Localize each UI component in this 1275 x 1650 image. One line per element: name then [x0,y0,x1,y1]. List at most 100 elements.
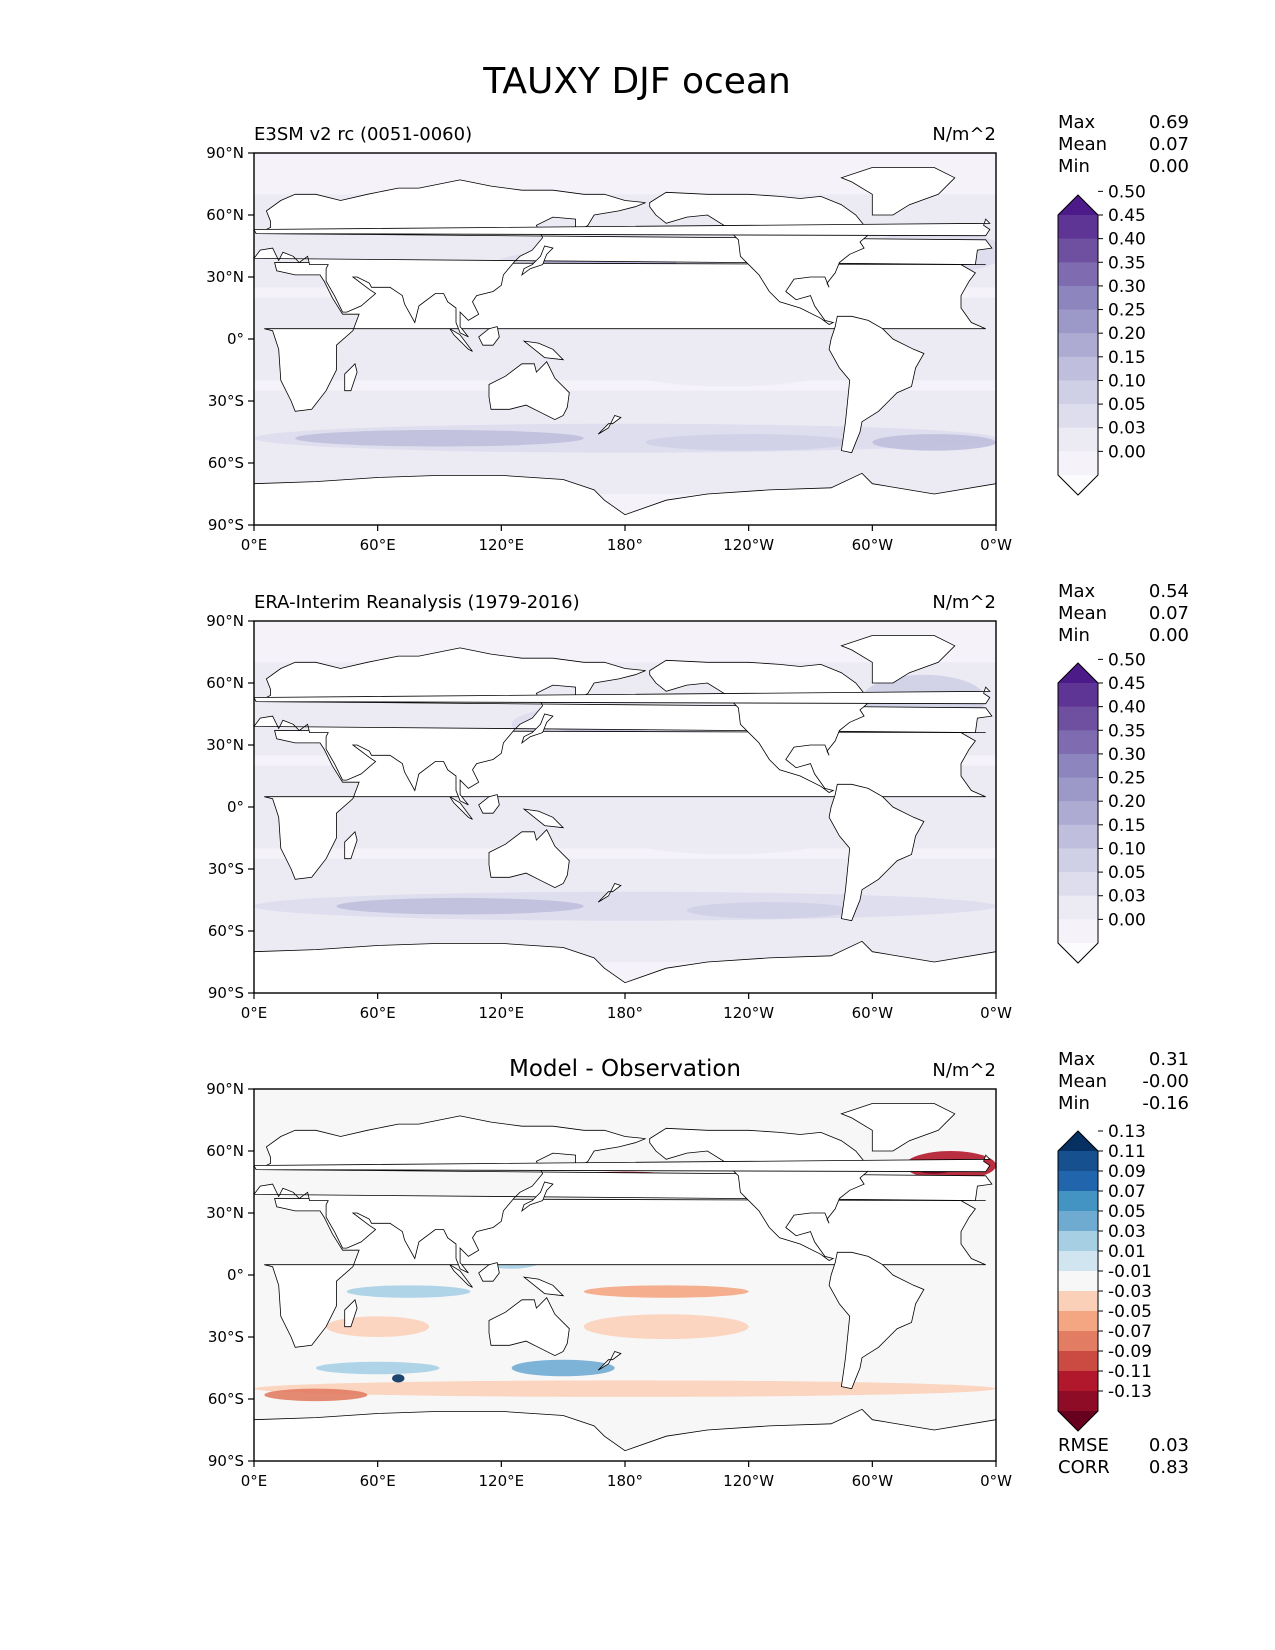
colorbar-label: 0.45 [1108,206,1146,226]
land-outline [1266,341,1275,360]
y-tick-label: 90°S [208,984,244,1002]
land-outline [597,883,622,903]
colorbar-swatch [1058,333,1098,358]
land-outline [597,415,622,435]
colorbar-swatch [1058,1251,1098,1272]
colorbar-swatch [1058,356,1098,382]
colorbar-swatch [1058,427,1098,452]
map-body [254,621,1275,993]
land-outline [344,831,358,860]
map-plot: 0°E 60°E 120°E 180° 120°W 60°W 0°W 90°N 60°N 30°N… [0,1080,1275,1490]
land-outline [0,1116,250,1273]
colorbar-label: 0.15 [1108,348,1146,368]
colorbar-label: 0.20 [1108,324,1146,344]
colorbar-swatch [1058,895,1098,920]
colorbar-swatch [1058,1331,1098,1352]
y-tick-label: 60°S [208,1390,244,1408]
land-outline [522,808,565,829]
colorbar-swatch [1058,919,1098,944]
y-tick-label: 60°S [208,922,244,940]
land-outline [254,179,993,338]
land-outline [840,635,956,684]
y-tick-label: 30°N [206,1204,244,1222]
colorbar-outline [1057,1130,1099,1432]
land-outline [0,180,250,337]
colorbar-label: 0.05 [1108,863,1146,883]
map-body [0,153,1275,525]
land-outline [828,1251,925,1390]
colorbar-swatch [1058,404,1098,429]
stat-label: Min [1058,1093,1090,1114]
stat-value: 0.31 [1149,1049,1189,1070]
land-outline [1231,362,1275,420]
stat-label: Mean [1058,1071,1107,1092]
field-contour [583,1285,749,1298]
colorbar-swatch [1058,824,1098,850]
land-outline [87,1252,182,1388]
land-outline [344,363,358,392]
colorbar-swatch [1058,1271,1098,1292]
colorbar: 0.00 0.03 0.05 0.10 0.15 0.20 0.25 0.30 0.35 0.40… [1057,650,1146,964]
land-outline [254,1408,996,1461]
land-outline [488,361,570,421]
land-outline [87,316,182,452]
colorbar-extend-max [1058,1131,1098,1151]
stat-label: Min [1058,625,1090,646]
y-tick-label: 90°N [206,144,244,162]
stat-label: Mean [1058,134,1107,155]
land-outline [1264,714,1275,743]
land-outline [1231,830,1275,888]
land-outline [254,472,996,525]
colorbar-swatch [1058,777,1098,802]
y-tick-label: 0° [227,1266,244,1284]
colorbar-label: 0.03 [1108,419,1146,439]
metric-value: 0.03 [1149,1435,1189,1456]
stat-label: Mean [1058,603,1107,624]
map-plot: 0°E 60°E 120°E 180° 120°W 60°W 0°W 90°N 60°N 30°N… [0,144,1275,554]
x-tick-label: 0°W [980,1004,1012,1022]
land-outline [995,951,996,993]
y-tick-label: 90°S [208,1452,244,1470]
x-tick-label: 120°W [723,1004,774,1022]
colorbar-swatch [1058,706,1098,731]
colorbar-extend-min [1058,475,1098,495]
x-tick-label: 0°W [980,1472,1012,1490]
land-outline [828,315,925,454]
map-body [0,1089,1275,1461]
land-outline [0,1128,130,1260]
colorbar-label: 0.10 [1108,839,1146,859]
colorbar-label: 0.50 [1108,650,1146,670]
field-contour [315,1361,440,1375]
land-outline [488,1297,570,1357]
x-tick-label: 0°E [241,1472,268,1490]
land-outline [1221,327,1242,346]
x-tick-label: 120°E [479,1004,525,1022]
colorbar-swatch [1058,848,1098,873]
colorbar-label: -0.13 [1108,1382,1152,1402]
x-tick-label: 60°W [852,1004,894,1022]
field-contour [346,1285,471,1298]
land-outline [1221,1263,1242,1282]
colorbar-label: 0.30 [1108,745,1146,765]
colorbar-extend-max [1058,663,1098,683]
metrics-block: RMSE 0.03 CORR 0.83 [1058,1435,1189,1478]
field-contour [326,819,471,845]
land-outline [254,1154,991,1173]
stat-label: Max [1058,112,1096,133]
panel-title: ERA-Interim Reanalysis (1979-2016) [254,592,580,613]
colorbar-outline [1057,194,1099,496]
colorbar-label: 0.40 [1108,230,1146,250]
colorbar-swatch [1058,1371,1098,1392]
colorbar: -0.13-0.11-0.09-0.07-0.05-0.03-0.010.010… [1057,1122,1152,1432]
colorbar-label: 0.20 [1108,792,1146,812]
colorbar-label: 0.09 [1108,1162,1146,1182]
land-outline [1231,1298,1275,1356]
x-tick-label: 60°E [360,1004,396,1022]
colorbar-swatch [1058,753,1098,779]
land-outline [840,167,956,216]
y-tick-label: 90°N [206,612,244,630]
metric-label: RMSE [1058,1435,1109,1456]
y-tick-label: 90°N [206,1080,244,1098]
colorbar-extend-min [1058,1411,1098,1431]
